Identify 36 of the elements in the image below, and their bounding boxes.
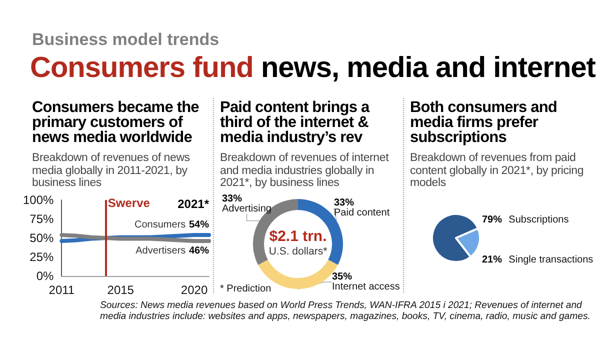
chart-title: Both consumers and media firms prefer subscriptions bbox=[410, 99, 558, 146]
slice-label: Internet access bbox=[332, 282, 400, 292]
chart-title: Paid content brings a third of the internet & media industry’s rev bbox=[220, 99, 371, 146]
ref-line-label: Swerve bbox=[108, 196, 150, 210]
series-label: Consumers bbox=[134, 219, 186, 230]
text: Business model trends bbox=[32, 30, 220, 50]
slice-label: Subscriptions bbox=[508, 214, 569, 226]
data-label: 35% bbox=[332, 272, 352, 282]
data-label: 46% bbox=[188, 246, 210, 257]
chart-subtitle: Breakdown of revenues from paid content globally in 2021*, by pricing models bbox=[410, 152, 585, 190]
data-label: 54% bbox=[188, 219, 210, 230]
source-note: Sources: News media revenues based on World Press Trends, WAN-IFRA 2015 i 2021; Revenues of internet and media industries include: websites and apps, newspapers, magazines, books, TV, cinema, radio, music and games. bbox=[100, 300, 592, 322]
x-tick-label: 2020 bbox=[180, 283, 208, 297]
slice-label: Paid content bbox=[334, 208, 390, 218]
x-tick-label: 2015 bbox=[107, 283, 134, 297]
data-label: 79% bbox=[482, 214, 502, 226]
text: $2.1 trn. bbox=[269, 228, 327, 245]
data-label: 21% bbox=[482, 254, 502, 266]
y-tick-label: 100% bbox=[22, 193, 54, 207]
y-tick-label: 50% bbox=[30, 231, 54, 245]
chart-subtitle: Breakdown of revenues of news media globally in 2011-2021, by business lines bbox=[32, 152, 191, 190]
text: Consumers fund news, media and internet bbox=[30, 52, 596, 84]
text: U.S. dollars* bbox=[268, 246, 328, 258]
slice-label: Single transactions bbox=[508, 254, 594, 266]
x-tick-label: 2011 bbox=[48, 283, 75, 297]
chart-subtitle: Breakdown of revenues of internet and media industries globally in 2021*, by business lines bbox=[220, 152, 390, 190]
data-label: 33% bbox=[334, 198, 354, 208]
text: * Prediction bbox=[220, 284, 272, 294]
annotation: 2021* bbox=[178, 197, 210, 211]
y-tick-label: 0% bbox=[36, 269, 54, 283]
y-tick-label: 75% bbox=[30, 212, 54, 226]
chart-title: Consumers became the primary customers of news media worldwide bbox=[32, 99, 200, 146]
y-tick-label: 25% bbox=[30, 250, 54, 264]
slice-label: Advertising bbox=[222, 204, 272, 214]
series-label: Advertisers bbox=[136, 246, 186, 257]
data-label: 33% bbox=[222, 194, 242, 204]
